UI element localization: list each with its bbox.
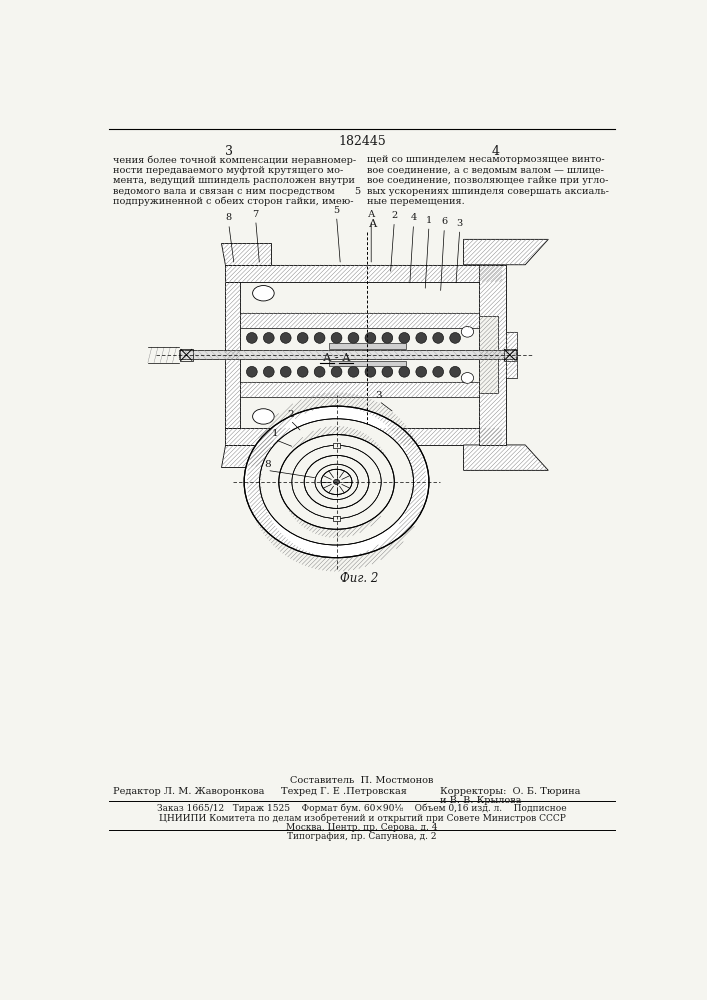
- Text: 182445: 182445: [338, 135, 386, 148]
- Text: ЦНИИПИ Комитета по делам изобретений и открытий при Совете Министров СССР: ЦНИИПИ Комитета по делам изобретений и о…: [158, 814, 566, 823]
- Circle shape: [433, 366, 443, 377]
- Bar: [333, 443, 340, 448]
- Ellipse shape: [259, 419, 414, 545]
- Circle shape: [399, 333, 409, 343]
- Text: вых ускорениях шпинделя совершать аксиаль-: вых ускорениях шпинделя совершать аксиал…: [368, 187, 609, 196]
- Text: 3: 3: [225, 145, 233, 158]
- Circle shape: [348, 333, 359, 343]
- Text: щей со шпинделем несамотормозящее винто-: щей со шпинделем несамотормозящее винто-: [368, 155, 605, 164]
- Circle shape: [348, 366, 359, 377]
- Circle shape: [297, 366, 308, 377]
- Ellipse shape: [315, 464, 358, 500]
- Text: А: А: [368, 210, 375, 219]
- Circle shape: [382, 333, 393, 343]
- Circle shape: [416, 366, 426, 377]
- Bar: [479, 316, 498, 393]
- Bar: [240, 312, 479, 328]
- Bar: [506, 332, 518, 378]
- Circle shape: [365, 333, 376, 343]
- Ellipse shape: [461, 373, 474, 383]
- Circle shape: [382, 366, 393, 377]
- Text: Фиг. 2: Фиг. 2: [341, 572, 379, 585]
- Ellipse shape: [334, 479, 339, 484]
- Ellipse shape: [461, 326, 474, 337]
- Bar: [180, 349, 192, 361]
- Text: ные перемещения.: ные перемещения.: [368, 197, 465, 206]
- Circle shape: [247, 333, 257, 343]
- Text: А: А: [369, 480, 378, 490]
- Polygon shape: [464, 445, 549, 470]
- Circle shape: [365, 366, 376, 377]
- Text: Типография, пр. Сапунова, д. 2: Типография, пр. Сапунова, д. 2: [287, 832, 437, 841]
- Text: Редактор Л. М. Жаворонкова: Редактор Л. М. Жаворонкова: [113, 787, 264, 796]
- Text: 3: 3: [457, 219, 463, 228]
- Text: А - А: А - А: [323, 353, 350, 363]
- Polygon shape: [221, 445, 271, 466]
- Circle shape: [264, 366, 274, 377]
- Ellipse shape: [321, 469, 352, 495]
- Text: 2: 2: [391, 211, 397, 220]
- Text: Корректоры:  О. Б. Тюрина: Корректоры: О. Б. Тюрина: [440, 787, 581, 796]
- Circle shape: [247, 366, 257, 377]
- Circle shape: [331, 333, 342, 343]
- Text: 8: 8: [264, 460, 271, 469]
- Text: и В. В. Крылова: и В. В. Крылова: [440, 796, 522, 805]
- Text: подпружиненной с обеих сторон гайки, имею-: подпружиненной с обеих сторон гайки, име…: [113, 197, 354, 207]
- Circle shape: [433, 333, 443, 343]
- Ellipse shape: [292, 445, 381, 519]
- Text: 3: 3: [375, 391, 382, 400]
- Text: 2: 2: [287, 410, 293, 419]
- Text: 1: 1: [426, 216, 432, 225]
- Circle shape: [399, 366, 409, 377]
- Circle shape: [450, 366, 460, 377]
- Text: чения более точной компенсации неравномер-: чения более точной компенсации неравноме…: [113, 155, 356, 165]
- Bar: [179, 350, 518, 359]
- Text: А: А: [369, 219, 378, 229]
- Circle shape: [314, 366, 325, 377]
- Text: Заказ 1665/12   Тираж 1525    Формат бум. 60×90⅛    Объем 0,16 изд. л.    Подпис: Заказ 1665/12 Тираж 1525 Формат бум. 60×…: [157, 804, 567, 813]
- Bar: [479, 265, 506, 445]
- Bar: [240, 382, 479, 397]
- Bar: [503, 349, 516, 361]
- Text: Техред Г. Е .Петровская: Техред Г. Е .Петровская: [281, 787, 407, 796]
- Text: 5: 5: [354, 187, 361, 196]
- Text: ведомого вала и связан с ним посредством: ведомого вала и связан с ним посредством: [113, 187, 335, 196]
- Text: 1: 1: [271, 429, 279, 438]
- Ellipse shape: [244, 406, 429, 558]
- Text: Фиг 1: Фиг 1: [342, 490, 377, 503]
- Circle shape: [264, 333, 274, 343]
- Circle shape: [331, 366, 342, 377]
- Bar: [329, 343, 406, 349]
- Polygon shape: [221, 243, 271, 265]
- Circle shape: [281, 366, 291, 377]
- Circle shape: [281, 333, 291, 343]
- Bar: [225, 282, 240, 428]
- Text: Составитель  П. Мостмонов: Составитель П. Мостмонов: [291, 776, 433, 785]
- Text: 4: 4: [411, 213, 416, 222]
- Circle shape: [297, 333, 308, 343]
- Text: 8: 8: [226, 213, 232, 222]
- Ellipse shape: [252, 286, 274, 301]
- Ellipse shape: [279, 435, 395, 529]
- Bar: [329, 361, 406, 366]
- Bar: [225, 265, 502, 282]
- Circle shape: [416, 333, 426, 343]
- Text: Москва, Центр, пр. Серова, д. 4: Москва, Центр, пр. Серова, д. 4: [286, 823, 438, 832]
- Text: 4: 4: [492, 145, 500, 158]
- Ellipse shape: [304, 455, 369, 508]
- Text: мента, ведущий шпиндель расположен внутри: мента, ведущий шпиндель расположен внутр…: [113, 176, 355, 185]
- Ellipse shape: [252, 409, 274, 424]
- Text: ности передаваемого муфтой крутящего мо-: ности передаваемого муфтой крутящего мо-: [113, 166, 344, 175]
- Circle shape: [450, 333, 460, 343]
- Text: 7: 7: [252, 210, 259, 219]
- Bar: [333, 516, 340, 521]
- Polygon shape: [464, 239, 549, 265]
- Bar: [225, 428, 502, 445]
- Text: вое соединение, а с ведомым валом — шлице-: вое соединение, а с ведомым валом — шлиц…: [368, 166, 604, 175]
- Text: 5: 5: [334, 206, 339, 215]
- Circle shape: [314, 333, 325, 343]
- Text: 6: 6: [441, 217, 448, 226]
- Text: вое соединение, позволяющее гайке при угло-: вое соединение, позволяющее гайке при уг…: [368, 176, 609, 185]
